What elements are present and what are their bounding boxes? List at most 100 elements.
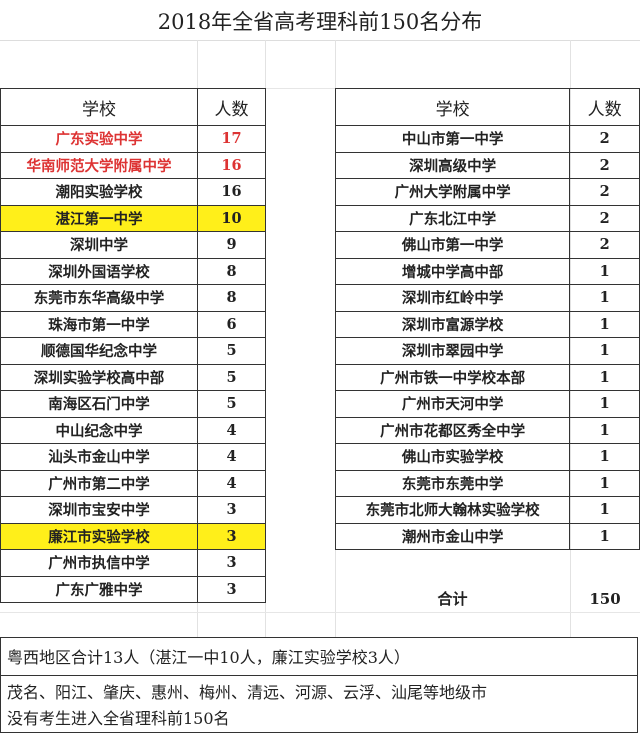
table-row: 中山市第一中学 2 bbox=[334, 125, 640, 153]
school-name: 广州市花都区秀全中学 bbox=[334, 416, 571, 444]
total-label: 合计 bbox=[437, 590, 468, 608]
school-name: 佛山市第一中学 bbox=[334, 231, 571, 259]
school-name: 广州市铁一中学校本部 bbox=[334, 363, 571, 391]
table-row: 深圳市红岭中学 1 bbox=[334, 284, 640, 312]
right-table: 学校 人数 中山市第一中学 2 深圳高级中学 2 广州大学附属中学 2 广东北江中学 2 佛山市… bbox=[334, 88, 640, 550]
student-count: 5 bbox=[197, 363, 266, 391]
student-count: 2 bbox=[569, 151, 640, 179]
student-count: 1 bbox=[569, 443, 640, 471]
table-row: 东莞市北师大翰林实验学校 1 bbox=[334, 496, 640, 524]
table-row: 广州市第二中学 4 bbox=[0, 469, 266, 497]
student-count: 3 bbox=[197, 496, 266, 524]
left-table: 学校 人数 广东实验中学 17 华南师范大学附属中学 16 潮阳实验学校 16 湛江第一中学… bbox=[0, 88, 266, 603]
school-name: 深圳市富源学校 bbox=[334, 310, 571, 338]
school-name: 中山市第一中学 bbox=[334, 125, 571, 153]
school-name: 广州市执信中学 bbox=[0, 549, 198, 577]
school-name: 广州市第二中学 bbox=[0, 469, 198, 497]
note-line: 茂名、阳江、肇庆、惠州、梅州、清远、河源、云浮、汕尾等地级市 bbox=[7, 683, 488, 702]
student-count: 5 bbox=[197, 337, 266, 365]
gridline bbox=[265, 40, 266, 637]
student-count: 4 bbox=[197, 469, 266, 497]
table-row: 广州市铁一中学校本部 1 bbox=[334, 363, 640, 391]
student-count: 1 bbox=[569, 284, 640, 312]
table-row: 广州市天河中学 1 bbox=[334, 390, 640, 418]
school-name: 潮阳实验学校 bbox=[0, 178, 198, 206]
school-name: 佛山市实验学校 bbox=[334, 443, 571, 471]
school-name: 深圳中学 bbox=[0, 231, 198, 259]
student-count: 2 bbox=[569, 125, 640, 153]
table-row: 湛江第一中学 10 bbox=[0, 204, 266, 232]
table-row: 廉江市实验学校 3 bbox=[0, 522, 266, 550]
school-name: 廉江市实验学校 bbox=[0, 522, 198, 550]
student-count: 5 bbox=[197, 390, 266, 418]
student-count: 1 bbox=[569, 416, 640, 444]
sheet-title: 2018年全省高考理科前150名分布 bbox=[0, 0, 640, 41]
gridline bbox=[0, 612, 640, 613]
school-name: 中山纪念中学 bbox=[0, 416, 198, 444]
table-row: 广州市执信中学 3 bbox=[0, 549, 266, 577]
student-count: 3 bbox=[197, 575, 266, 603]
school-name: 深圳外国语学校 bbox=[0, 257, 198, 285]
table-row: 增城中学高中部 1 bbox=[334, 257, 640, 285]
student-count: 9 bbox=[197, 231, 266, 259]
table-row: 汕头市金山中学 4 bbox=[0, 443, 266, 471]
table-row: 佛山市第一中学 2 bbox=[334, 231, 640, 259]
school-name: 增城中学高中部 bbox=[334, 257, 571, 285]
school-name: 顺德国华纪念中学 bbox=[0, 337, 198, 365]
student-count: 16 bbox=[197, 178, 266, 206]
table-row: 广东实验中学 17 bbox=[0, 125, 266, 153]
school-name: 深圳市宝安中学 bbox=[0, 496, 198, 524]
school-name: 南海区石门中学 bbox=[0, 390, 198, 418]
table-row: 广州大学附属中学 2 bbox=[334, 178, 640, 206]
student-count: 1 bbox=[569, 390, 640, 418]
student-count: 4 bbox=[197, 443, 266, 471]
student-count: 1 bbox=[569, 469, 640, 497]
table-row: 深圳市翠园中学 1 bbox=[334, 337, 640, 365]
gridline bbox=[0, 88, 640, 89]
student-count: 6 bbox=[197, 310, 266, 338]
header-school: 学校 bbox=[334, 88, 571, 126]
school-name: 东莞市北师大翰林实验学校 bbox=[334, 496, 571, 524]
student-count: 1 bbox=[569, 363, 640, 391]
table-row: 深圳市宝安中学 3 bbox=[0, 496, 266, 524]
student-count: 1 bbox=[569, 496, 640, 524]
table-row: 中山纪念中学 4 bbox=[0, 416, 266, 444]
school-name: 广州市天河中学 bbox=[334, 390, 571, 418]
table-row: 顺德国华纪念中学 5 bbox=[0, 337, 266, 365]
table-row: 南海区石门中学 5 bbox=[0, 390, 266, 418]
school-name: 广东北江中学 bbox=[334, 204, 571, 232]
table-row: 深圳实验学校高中部 5 bbox=[0, 363, 266, 391]
school-name: 潮州市金山中学 bbox=[334, 522, 571, 550]
student-count: 2 bbox=[569, 231, 640, 259]
table-row: 深圳市富源学校 1 bbox=[334, 310, 640, 338]
school-name: 珠海市第一中学 bbox=[0, 310, 198, 338]
header-count: 人数 bbox=[197, 88, 266, 126]
table-row: 东莞市东莞中学 1 bbox=[334, 469, 640, 497]
table-row: 深圳高级中学 2 bbox=[334, 151, 640, 179]
school-name: 汕头市金山中学 bbox=[0, 443, 198, 471]
table-row: 华南师范大学附属中学 16 bbox=[0, 151, 266, 179]
student-count: 16 bbox=[197, 151, 266, 179]
total-value: 150 bbox=[589, 590, 621, 608]
table-row: 东莞市东华高级中学 8 bbox=[0, 284, 266, 312]
school-name: 广东实验中学 bbox=[0, 125, 198, 153]
note-west-guangdong: 粤西地区合计13人（湛江一中10人，廉江实验学校3人） bbox=[0, 637, 638, 676]
header-count: 人数 bbox=[569, 88, 640, 126]
school-name: 深圳市翠园中学 bbox=[334, 337, 571, 365]
table-row: 广东北江中学 2 bbox=[334, 204, 640, 232]
school-name: 广州大学附属中学 bbox=[334, 178, 571, 206]
note-other-cities: 茂名、阳江、肇庆、惠州、梅州、清远、河源、云浮、汕尾等地级市 没有考生进入全省理… bbox=[0, 675, 638, 733]
student-count: 17 bbox=[197, 125, 266, 153]
school-name: 深圳高级中学 bbox=[334, 151, 571, 179]
note-line: 没有考生进入全省理科前150名 bbox=[7, 709, 230, 728]
student-count: 1 bbox=[569, 337, 640, 365]
student-count: 2 bbox=[569, 178, 640, 206]
table-row: 佛山市实验学校 1 bbox=[334, 443, 640, 471]
school-name: 东莞市东莞中学 bbox=[334, 469, 571, 497]
student-count: 3 bbox=[197, 522, 266, 550]
student-count: 1 bbox=[569, 522, 640, 550]
student-count: 10 bbox=[197, 204, 266, 232]
student-count: 4 bbox=[197, 416, 266, 444]
student-count: 1 bbox=[569, 257, 640, 285]
